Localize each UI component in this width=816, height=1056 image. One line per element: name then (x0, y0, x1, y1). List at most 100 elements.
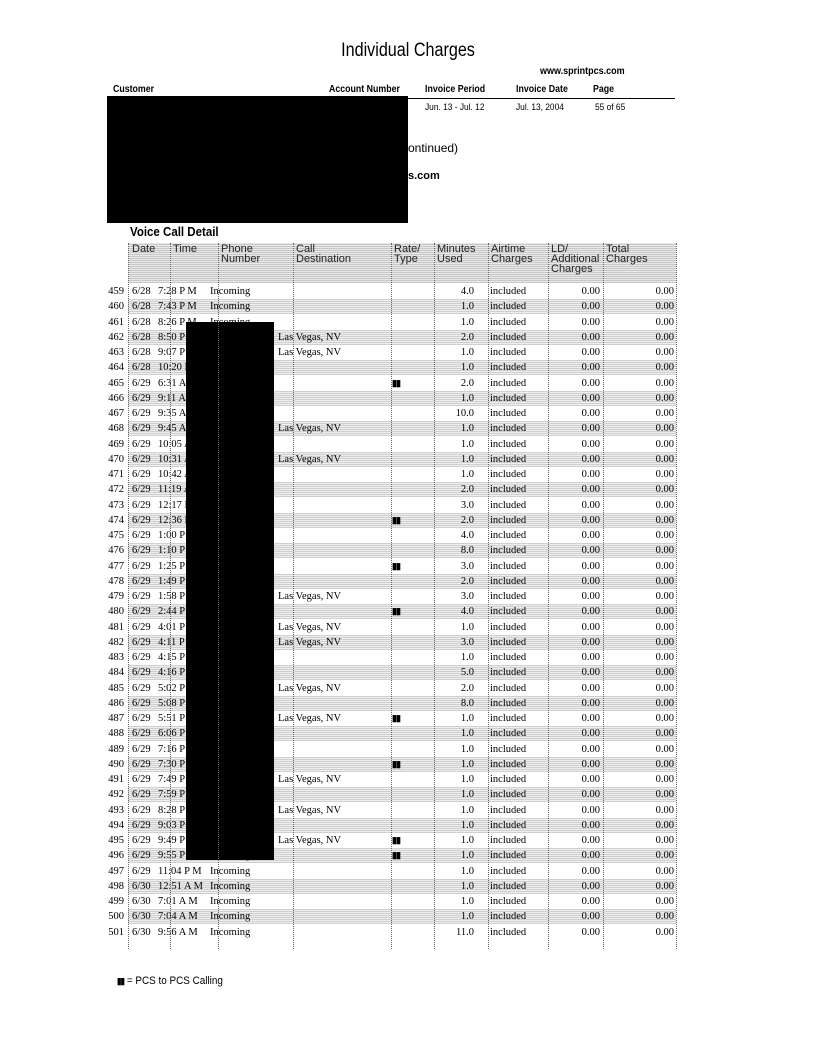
table-row: 6/29 11:04 P M Incoming 1.0 included 0.00 0.00 (128, 864, 676, 879)
column-divider (488, 243, 489, 949)
date-cell: 6/29 (132, 865, 151, 877)
minutes-used-cell: 2.0 (460, 575, 474, 587)
total-charges-cell: 0.00 (655, 896, 674, 907)
date-cell: 6/29 (132, 438, 151, 450)
row-number: 486 (108, 697, 124, 709)
airtime-charges-cell: included (490, 743, 527, 755)
ld-charges-cell: 0.00 (581, 331, 600, 343)
ld-charges-cell: 0.00 (581, 316, 600, 328)
date-cell: 6/29 (132, 804, 151, 816)
email-partial-text: s.com (408, 170, 440, 182)
ld-charges-cell: 0.00 (581, 347, 600, 358)
table-row: 6/28 7:28 P M Incoming 4.0 included 0.00 0.00 (128, 284, 676, 299)
time-cell: 7:01 A M (158, 896, 198, 907)
time-cell: 7:59 P (158, 789, 186, 801)
minutes-used-cell: 1.0 (460, 469, 474, 480)
col-minutes-used: Minutes Used (437, 243, 476, 265)
ld-charges-cell: 0.00 (581, 758, 600, 770)
date-cell: 6/29 (132, 789, 151, 801)
table-row: 6/28 9:07 P Las Vegas, NV 1.0 included 0.00 0.… (128, 345, 676, 360)
minutes-used-cell: 2.0 (460, 682, 474, 694)
minutes-used-cell: 11.0 (456, 926, 474, 938)
minutes-used-cell: 1.0 (460, 911, 474, 923)
ld-charges-cell: 0.00 (581, 469, 600, 480)
row-number: 484 (108, 667, 124, 679)
walkie-talkie-pair-icon: ▮▮ (392, 514, 401, 525)
call-destination-cell: Las Vegas, NV (278, 835, 342, 846)
row-number: 464 (108, 362, 124, 374)
ld-charges-cell: 0.00 (581, 850, 600, 862)
row-number: 472 (108, 484, 124, 496)
continued-text: ontinued) (408, 141, 459, 155)
invoice-period-label: Invoice Period (425, 84, 486, 95)
minutes-used-cell: 1.0 (460, 880, 474, 892)
date-cell: 6/29 (132, 560, 151, 572)
minutes-used-cell: 4.0 (460, 286, 474, 297)
time-cell: 9:11 A (158, 392, 186, 404)
minutes-used-cell: 2.0 (460, 514, 474, 526)
table-row: 6/29 12:17 P 3.0 included 0.00 0.00 (128, 498, 676, 513)
airtime-charges-cell: included (490, 652, 527, 663)
total-charges-cell: 0.00 (655, 286, 674, 297)
time-cell: 8:50 P (158, 331, 186, 343)
column-divider (676, 243, 677, 949)
date-cell: 6/29 (132, 484, 151, 496)
page-title: Individual Charges (341, 40, 475, 61)
column-divider (548, 243, 549, 949)
row-number: 479 (108, 591, 124, 602)
walkie-talkie-pair-icon: ▮▮ (392, 377, 401, 388)
date-cell: 6/28 (132, 286, 151, 297)
date-cell: 6/29 (132, 514, 151, 526)
table-row: 6/29 9:35 A 10.0 included 0.00 0.00 (128, 406, 676, 421)
table-row: 6/30 12:51 A M Incoming 1.0 included 0.00 0.00 (128, 878, 676, 894)
time-cell: 5:08 P (158, 697, 186, 709)
row-number: 477 (108, 560, 124, 572)
time-cell: 11:19 A (158, 484, 192, 496)
date-cell: 6/28 (132, 347, 151, 358)
invoice-date-value: Jul. 13, 2004 (516, 102, 564, 113)
total-charges-cell: 0.00 (655, 652, 674, 663)
total-charges-cell: 0.00 (655, 392, 674, 404)
website-link[interactable]: www.sprintpcs.com (540, 66, 625, 77)
total-charges-cell: 0.00 (655, 453, 674, 465)
total-charges-cell: 0.00 (655, 850, 674, 862)
row-number: 487 (108, 713, 124, 724)
walkie-talkie-pair-icon: ▮▮ (392, 835, 401, 845)
ld-charges-cell: 0.00 (581, 560, 600, 572)
time-cell: 2:44 P (158, 606, 186, 618)
minutes-used-cell: 4.0 (460, 530, 474, 541)
call-destination-cell: Las Vegas, NV (278, 713, 342, 724)
row-number: 459 (108, 286, 124, 297)
time-cell: 8:26 P M (158, 316, 197, 328)
date-cell: 6/29 (132, 774, 151, 785)
ld-charges-cell: 0.00 (581, 514, 600, 526)
row-number: 491 (108, 774, 124, 785)
col-time: Time (173, 243, 198, 255)
phone-number-cell: Incoming (210, 911, 251, 923)
airtime-charges-cell: included (490, 850, 527, 862)
table-row: 6/29 8:28 P Las Vegas, NV 1.0 included 0.00 0.… (128, 803, 676, 818)
invoice-date-label: Invoice Date (516, 84, 568, 95)
row-number: 478 (108, 575, 124, 587)
time-cell: 6:06 P (158, 728, 186, 740)
minutes-used-cell: 1.0 (460, 347, 474, 358)
call-destination-cell: Las Vegas, NV (278, 423, 342, 435)
time-cell: 4:01 P (158, 621, 186, 633)
ld-charges-cell: 0.00 (581, 926, 600, 938)
date-cell: 6/28 (132, 331, 151, 343)
row-number: 469 (108, 438, 124, 450)
airtime-charges-cell: included (490, 682, 527, 694)
time-cell: 7:16 P (158, 743, 186, 755)
total-charges-cell: 0.00 (655, 621, 674, 633)
page-label: Page (593, 84, 615, 95)
time-cell: 9:56 A M (158, 926, 198, 938)
airtime-charges-cell: included (490, 499, 527, 511)
airtime-charges-cell: included (490, 575, 527, 587)
phone-number-cell: Incoming (210, 286, 251, 297)
date-cell: 6/29 (132, 575, 151, 587)
time-cell: 1:25 P (158, 560, 186, 572)
date-cell: 6/29 (132, 606, 151, 618)
phone-number-cell: Incoming (210, 880, 251, 892)
date-cell: 6/30 (132, 880, 151, 892)
total-charges-cell: 0.00 (655, 880, 674, 892)
